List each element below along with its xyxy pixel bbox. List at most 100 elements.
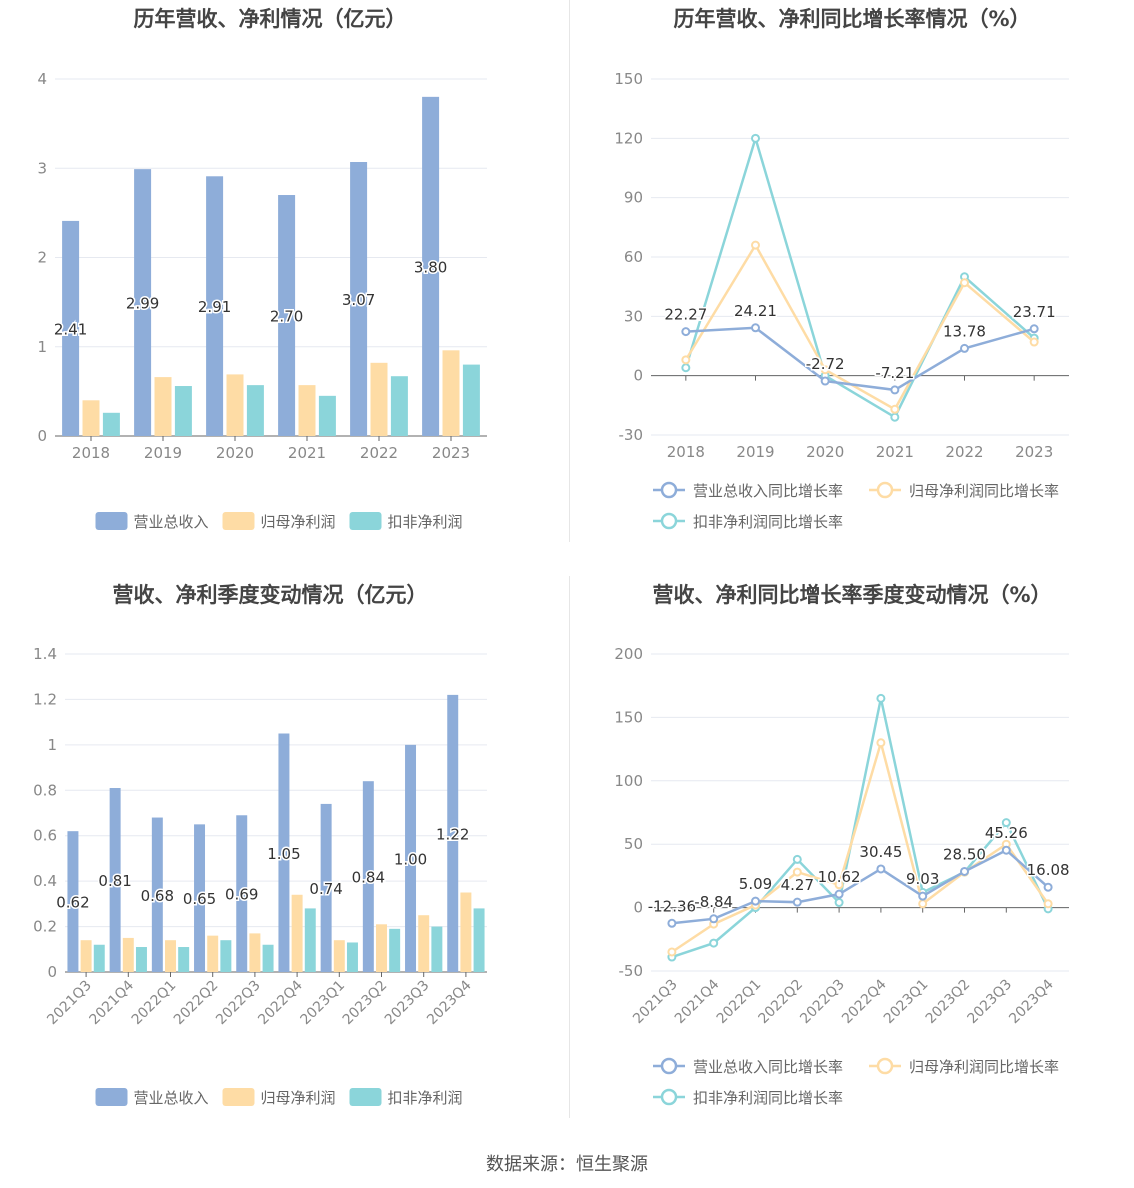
legend-label: 营业总收入 (134, 1089, 209, 1107)
bar-revenue (206, 176, 224, 436)
y-tick-label: 1.4 (33, 645, 57, 663)
legend-item: 营业总收入 (95, 512, 209, 531)
data-label: 45.26 (985, 824, 1028, 842)
legend-marker (660, 481, 678, 499)
legend-item: 归母净利润同比增长率 (869, 481, 1059, 500)
data-label: 10.62 (818, 868, 861, 886)
y-tick-label: -30 (619, 426, 644, 444)
data-point (751, 133, 760, 143)
top-divider (569, 0, 570, 542)
bar-net-profit (82, 400, 100, 436)
y-tick-label: 150 (614, 708, 643, 726)
data-label: 9.03 (906, 870, 939, 888)
bar-net-profit (333, 940, 345, 972)
data-point (890, 404, 900, 414)
data-label: 1.00 (394, 850, 427, 868)
bar-net-profit (460, 892, 472, 972)
data-label: 0.81 (98, 872, 131, 890)
bar-net-profit (122, 937, 134, 972)
legend-item: 归母净利润 (222, 1088, 336, 1107)
data-point (1001, 818, 1011, 828)
x-tick-label: 2021Q3 (44, 978, 95, 1029)
data-point (834, 880, 844, 890)
data-point (667, 947, 677, 957)
bar-deducted-profit (431, 926, 443, 972)
legend-label: 归母净利润同比增长率 (909, 1058, 1059, 1076)
data-point (876, 864, 886, 874)
y-tick-label: 0 (633, 899, 643, 917)
bar-revenue (405, 744, 417, 972)
legend-label: 扣非净利润 (388, 513, 463, 531)
legend-label: 营业总收入同比增长率 (693, 1058, 843, 1076)
x-tick-label: 2021 (876, 443, 914, 461)
series-line-0 (671, 848, 1049, 925)
legend-swatch (349, 512, 382, 530)
data-label: 1.05 (267, 845, 300, 863)
bar-revenue (422, 96, 440, 436)
bar-net-profit (376, 924, 387, 972)
series-line-2 (684, 133, 1035, 419)
data-point (751, 896, 760, 906)
data-point (681, 355, 691, 365)
legend-label: 扣非净利润同比增长率 (693, 1089, 843, 1107)
legend-label: 营业总收入 (134, 513, 209, 531)
legend-item: 扣非净利润同比增长率 (653, 1088, 843, 1107)
data-point (681, 327, 691, 337)
x-tick-label: 2022 (360, 444, 398, 462)
bar-deducted-profit (102, 412, 120, 436)
bar-deducted-profit (390, 376, 408, 436)
chart-title: 营收、净利季度变动情况（亿元） (113, 583, 428, 607)
bar-revenue (362, 781, 374, 972)
x-tick-label: 2022Q3 (213, 978, 264, 1029)
y-tick-label: 1.2 (33, 690, 57, 708)
legend-marker (876, 1057, 894, 1075)
legend-swatch (349, 1088, 382, 1106)
bar-revenue (62, 220, 80, 436)
quarterly-revenue-profit-chart: 营收、净利季度变动情况（亿元）00.20.40.60.811.21.42021Q… (33, 583, 487, 1107)
legend-item: 营业总收入同比增长率 (653, 481, 843, 500)
x-tick-label: 2023Q4 (424, 977, 475, 1028)
data-point (792, 867, 802, 877)
x-tick-label: 2023Q2 (340, 978, 391, 1029)
data-label: 1.22 (436, 825, 469, 843)
bar-net-profit (80, 940, 92, 972)
data-point (792, 897, 802, 907)
chart-title: 历年营收、净利情况（亿元） (134, 7, 407, 31)
data-label: -2.72 (806, 355, 845, 373)
legend-label: 扣非净利润 (388, 1089, 463, 1107)
y-tick-label: 1 (47, 736, 57, 754)
x-tick-label: 2022Q1 (129, 978, 180, 1029)
bottom-divider (569, 576, 570, 1118)
x-tick-label: 2023 (1015, 443, 1053, 461)
x-tick-label: 2021 (288, 444, 326, 462)
bar-revenue (278, 195, 296, 436)
data-label: 2.70 (270, 308, 303, 326)
data-point (876, 738, 886, 748)
bar-revenue (320, 803, 332, 972)
data-point (834, 889, 844, 899)
legend-swatch (95, 512, 128, 530)
quarterly-growth-rate-chart: 营收、净利同比增长率季度变动情况（%） -50 0 50 100 150 200 2021Q3… (614, 583, 1071, 1107)
data-point (1029, 324, 1039, 334)
legend-label: 扣非净利润同比增长率 (693, 513, 843, 531)
x-tick-label: 2021Q4 (87, 977, 138, 1028)
x-tick-label: 2018 (72, 444, 110, 462)
series-line-2 (671, 698, 1050, 959)
data-label: 0.62 (56, 894, 89, 912)
x-tick-label: 2023Q3 (965, 977, 1016, 1028)
legend-swatch (95, 1088, 128, 1106)
bar-net-profit (226, 374, 244, 436)
data-point (1043, 899, 1053, 909)
bar-revenue (194, 824, 206, 972)
y-tick-label: 90 (624, 189, 643, 207)
x-tick-label: 2020 (806, 443, 844, 461)
x-tick-label: 2021Q3 (630, 977, 681, 1028)
data-label: 0.68 (141, 887, 174, 905)
x-tick-label: 2023Q1 (298, 978, 349, 1029)
bar-deducted-profit (220, 940, 232, 972)
bar-deducted-profit (93, 944, 105, 972)
data-point (1001, 845, 1011, 855)
bar-deducted-profit (473, 908, 485, 972)
data-label: 4.27 (781, 876, 814, 894)
data-label: 16.08 (1027, 861, 1070, 879)
